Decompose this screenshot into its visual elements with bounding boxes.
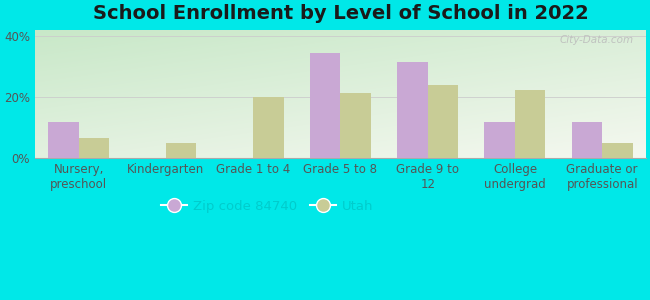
Text: City-Data.com: City-Data.com — [560, 35, 634, 45]
Bar — [341, 93, 371, 158]
Bar — [253, 97, 283, 158]
Bar — [48, 122, 79, 158]
Legend: Zip code 84740, Utah: Zip code 84740, Utah — [156, 195, 378, 218]
Bar — [484, 122, 515, 158]
Bar — [571, 122, 602, 158]
Bar — [310, 53, 341, 158]
Bar — [428, 85, 458, 158]
Bar — [602, 143, 632, 158]
Bar — [79, 139, 109, 158]
Bar — [397, 62, 428, 158]
Bar — [515, 90, 545, 158]
Bar — [166, 143, 196, 158]
Title: School Enrollment by Level of School in 2022: School Enrollment by Level of School in … — [92, 4, 588, 23]
